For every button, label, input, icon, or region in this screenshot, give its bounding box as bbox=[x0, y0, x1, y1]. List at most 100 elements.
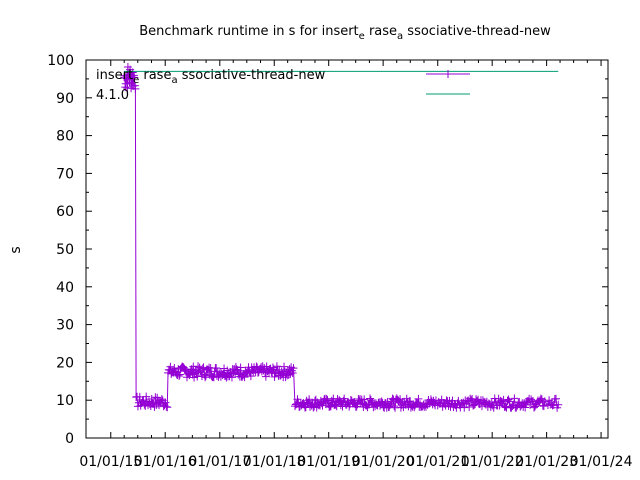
series-runtime-points bbox=[120, 62, 563, 412]
data-point bbox=[366, 394, 375, 403]
data-point bbox=[503, 396, 512, 405]
data-point bbox=[166, 362, 175, 371]
data-point bbox=[289, 364, 298, 373]
data-point bbox=[406, 397, 415, 406]
data-point bbox=[170, 364, 179, 373]
y-tick-label: 100 bbox=[47, 53, 74, 69]
y-tick-label: 50 bbox=[56, 242, 74, 258]
data-point bbox=[270, 372, 279, 381]
data-point bbox=[198, 364, 207, 373]
data-point bbox=[505, 397, 514, 406]
data-point bbox=[353, 400, 362, 409]
y-tick-label: 20 bbox=[56, 355, 74, 371]
data-point bbox=[129, 71, 138, 80]
data-point bbox=[437, 395, 446, 404]
data-point bbox=[161, 398, 170, 407]
data-point bbox=[539, 402, 548, 411]
data-point bbox=[527, 395, 536, 404]
x-tick-label: 01/01/16 bbox=[134, 454, 197, 470]
y-tick-label: 10 bbox=[56, 393, 74, 409]
data-point bbox=[323, 396, 332, 405]
data-point bbox=[338, 402, 347, 411]
y-tick-label: 90 bbox=[56, 91, 74, 107]
y-tick-label: 80 bbox=[56, 129, 74, 145]
data-point bbox=[531, 402, 540, 411]
data-point bbox=[538, 401, 547, 410]
data-point bbox=[460, 403, 469, 412]
data-point bbox=[157, 395, 166, 404]
data-point bbox=[465, 402, 474, 411]
data-point bbox=[504, 395, 513, 404]
data-point bbox=[212, 363, 221, 372]
data-point bbox=[467, 396, 476, 405]
data-point bbox=[510, 394, 519, 403]
data-point bbox=[318, 401, 327, 410]
data-point bbox=[130, 73, 139, 82]
legend-label-series-1: inserte rasea ssociative-thread-new bbox=[96, 68, 326, 86]
data-point bbox=[322, 394, 331, 403]
y-axis-label: s bbox=[8, 246, 24, 253]
data-point bbox=[376, 398, 385, 407]
data-point bbox=[142, 392, 151, 401]
x-tick-label: 01/01/23 bbox=[515, 454, 578, 470]
data-point bbox=[253, 368, 262, 377]
data-point bbox=[163, 403, 172, 412]
legend-label-series-2: 4.1.0 bbox=[96, 88, 129, 103]
x-tick-label: 01/01/19 bbox=[297, 454, 360, 470]
x-tick-label: 01/01/18 bbox=[243, 454, 306, 470]
data-point bbox=[284, 370, 293, 379]
data-point bbox=[288, 369, 297, 378]
data-point bbox=[175, 370, 184, 379]
data-point bbox=[121, 83, 130, 92]
x-tick-label: 01/01/21 bbox=[406, 454, 469, 470]
data-point bbox=[175, 372, 184, 381]
plot-frame bbox=[85, 59, 609, 439]
chart-title: Benchmark runtime in s for inserte rasea… bbox=[139, 24, 551, 42]
data-point bbox=[521, 403, 530, 412]
x-tick-label: 01/01/17 bbox=[188, 454, 251, 470]
data-point bbox=[548, 401, 557, 410]
data-point bbox=[469, 401, 478, 410]
data-point bbox=[236, 363, 245, 372]
data-point bbox=[386, 400, 395, 409]
data-point bbox=[554, 400, 563, 409]
y-tick-label: 0 bbox=[65, 431, 74, 447]
data-point bbox=[201, 373, 210, 382]
data-point bbox=[501, 402, 510, 411]
y-axis: 0 10 20 30 40 50 60 70 80 90 100 bbox=[47, 53, 608, 447]
data-point bbox=[246, 372, 255, 381]
data-point bbox=[360, 395, 369, 404]
data-point bbox=[268, 363, 277, 372]
data-point bbox=[150, 402, 159, 411]
data-point bbox=[340, 394, 349, 403]
data-point bbox=[519, 402, 528, 411]
x-tick-label: 01/01/20 bbox=[352, 454, 415, 470]
x-tick-label: 01/01/24 bbox=[570, 454, 633, 470]
data-point bbox=[512, 403, 521, 412]
data-point bbox=[232, 365, 241, 374]
data-point bbox=[280, 362, 289, 371]
data-point bbox=[194, 362, 203, 371]
data-point bbox=[414, 394, 423, 403]
data-point bbox=[130, 81, 139, 90]
data-point bbox=[305, 395, 314, 404]
data-point bbox=[478, 396, 487, 405]
x-axis: 01/01/1501/01/1601/01/1701/01/1801/01/19… bbox=[79, 60, 633, 470]
x-tick-label: 01/01/15 bbox=[79, 454, 142, 470]
data-point bbox=[535, 396, 544, 405]
y-tick-label: 60 bbox=[56, 204, 74, 220]
data-point bbox=[394, 396, 403, 405]
data-point bbox=[131, 84, 140, 93]
data-point bbox=[147, 394, 156, 403]
data-point bbox=[551, 394, 560, 403]
data-point bbox=[390, 402, 399, 411]
data-point bbox=[385, 402, 394, 411]
y-tick-label: 40 bbox=[56, 280, 74, 296]
y-tick-label: 30 bbox=[56, 318, 74, 334]
y-tick-label: 70 bbox=[56, 166, 74, 182]
series-runtime-line bbox=[123, 66, 559, 410]
chart-title-text: Benchmark runtime in s for inserte rasea… bbox=[139, 24, 551, 42]
legend: inserte rasea ssociative-thread-new 4.1.0 bbox=[96, 68, 470, 103]
x-tick-label: 01/01/22 bbox=[461, 454, 524, 470]
